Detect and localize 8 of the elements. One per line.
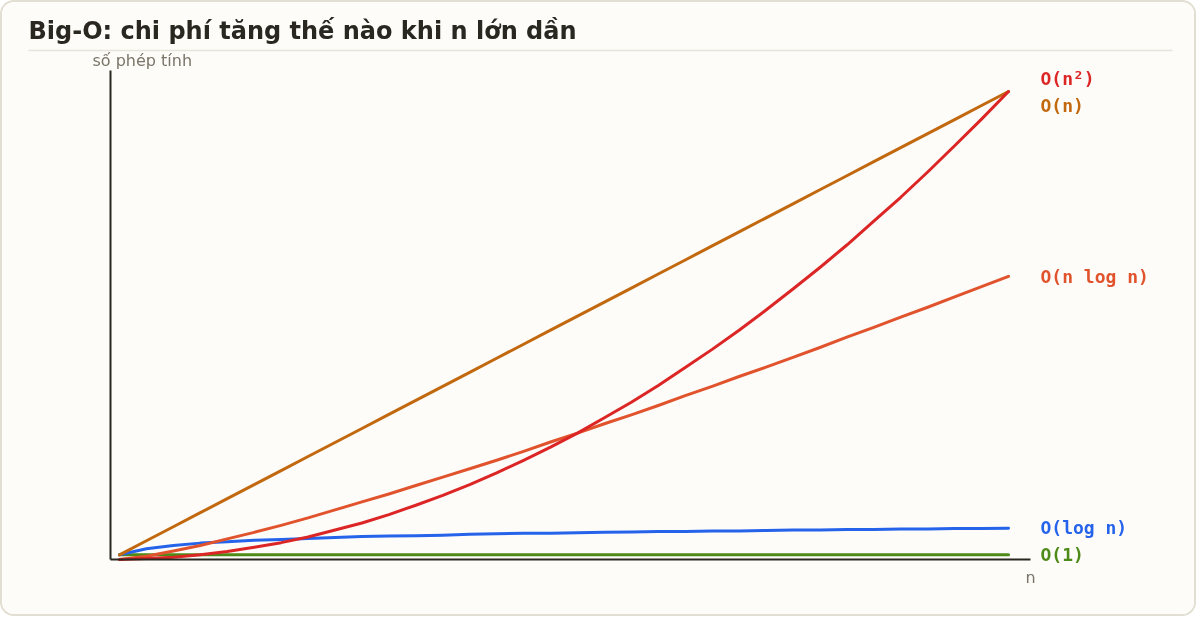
y-axis-title: số phép tính [92, 51, 193, 70]
x-axis-title: n [1025, 567, 1036, 587]
series-label: O(n²) [1040, 67, 1095, 89]
chart-title: Big-O: chi phí tăng thế nào khi n lớn dần [28, 16, 577, 45]
series-label: O(n) [1040, 94, 1084, 116]
series-label: O(log n) [1040, 517, 1128, 539]
series-label: O(1) [1040, 544, 1084, 566]
series-label: O(n log n) [1040, 265, 1149, 287]
